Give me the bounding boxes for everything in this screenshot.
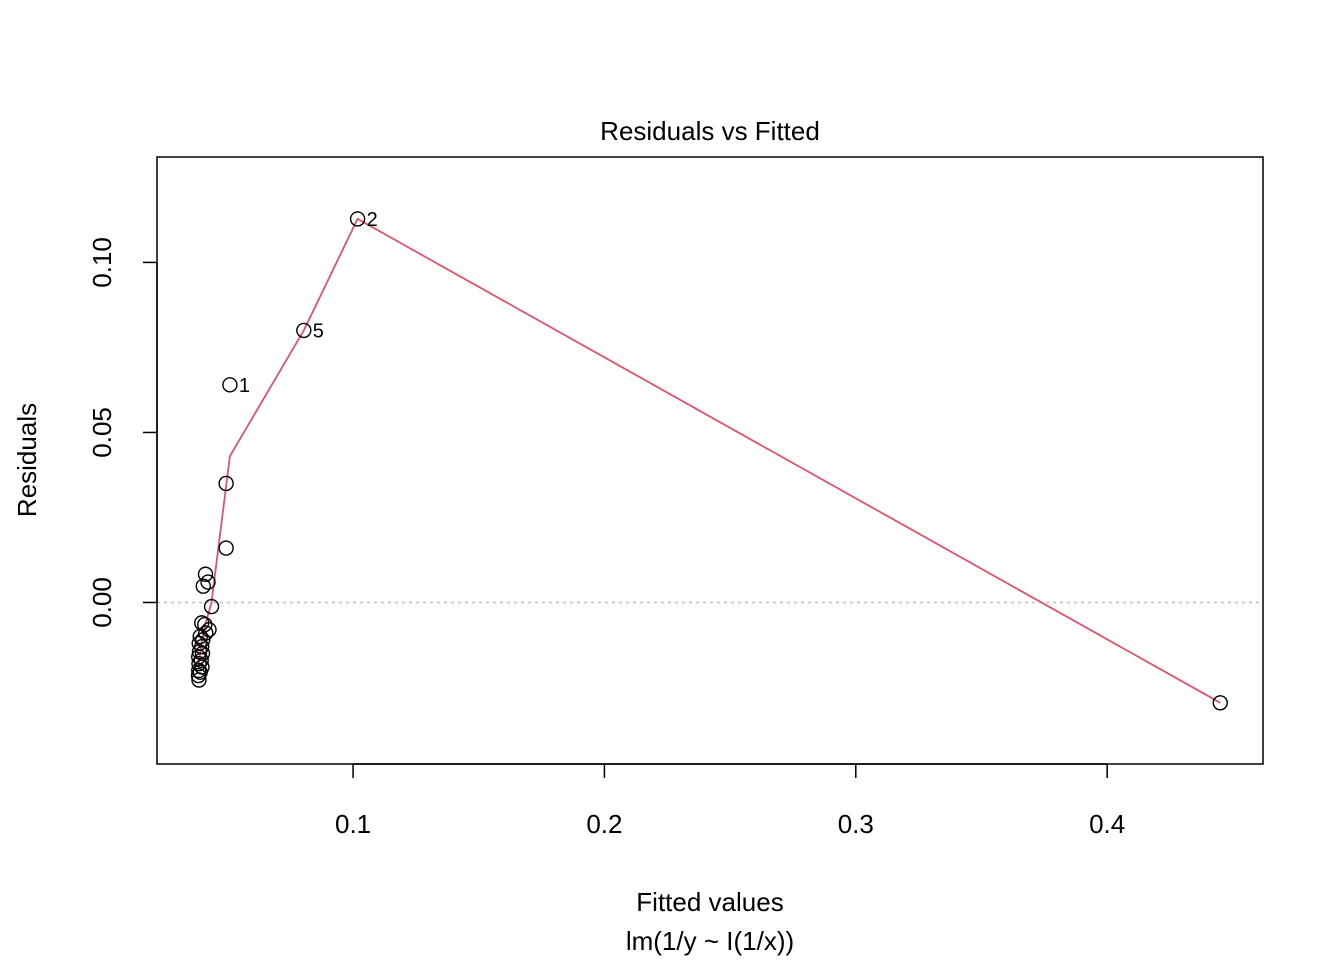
x-tick-label: 0.1: [335, 809, 371, 839]
data-point: [192, 664, 208, 680]
chart-title: Residuals vs Fitted: [600, 116, 820, 146]
axes-layer: 0.1 0.2 0.3 0.4 0.00 0.05 0.10: [87, 237, 1125, 839]
data-point: [190, 667, 207, 684]
x-tick-label: 0.4: [1089, 809, 1125, 839]
x-tick-label: 0.2: [586, 809, 622, 839]
data-point: [296, 322, 312, 339]
data-point: [349, 211, 366, 227]
point-label: 2: [367, 209, 378, 231]
data-point: [192, 628, 208, 645]
data-point: [195, 578, 211, 594]
data-point: [218, 475, 234, 492]
points-layer: 2 5 1: [190, 209, 1228, 711]
data-point: [200, 574, 216, 590]
y-tick-label: 0.10: [87, 237, 117, 288]
data-point: [191, 644, 208, 660]
data-point: [191, 672, 207, 688]
data-point: [1212, 695, 1228, 711]
x-axis-subtitle: lm(1/y ~ I(1/x)): [626, 926, 794, 956]
data-point: [218, 540, 234, 556]
point-label: 5: [313, 320, 324, 342]
x-axis-label: Fitted values: [636, 887, 783, 917]
y-tick-label: 0.05: [87, 407, 117, 458]
y-tick-label: 0.00: [87, 577, 117, 628]
data-point: [191, 655, 207, 672]
data-point: [203, 598, 220, 615]
data-point: [191, 662, 207, 679]
plot-frame: [156, 156, 1264, 765]
smoother-layer: [197, 217, 1221, 704]
data-point: [222, 377, 238, 393]
x-tick-label: 0.3: [838, 809, 874, 839]
y-axis-label: Residuals: [12, 403, 42, 517]
data-point: [197, 566, 214, 582]
data-point: [193, 652, 209, 668]
smoother-line: [197, 217, 1221, 704]
point-label: 1: [239, 375, 250, 397]
